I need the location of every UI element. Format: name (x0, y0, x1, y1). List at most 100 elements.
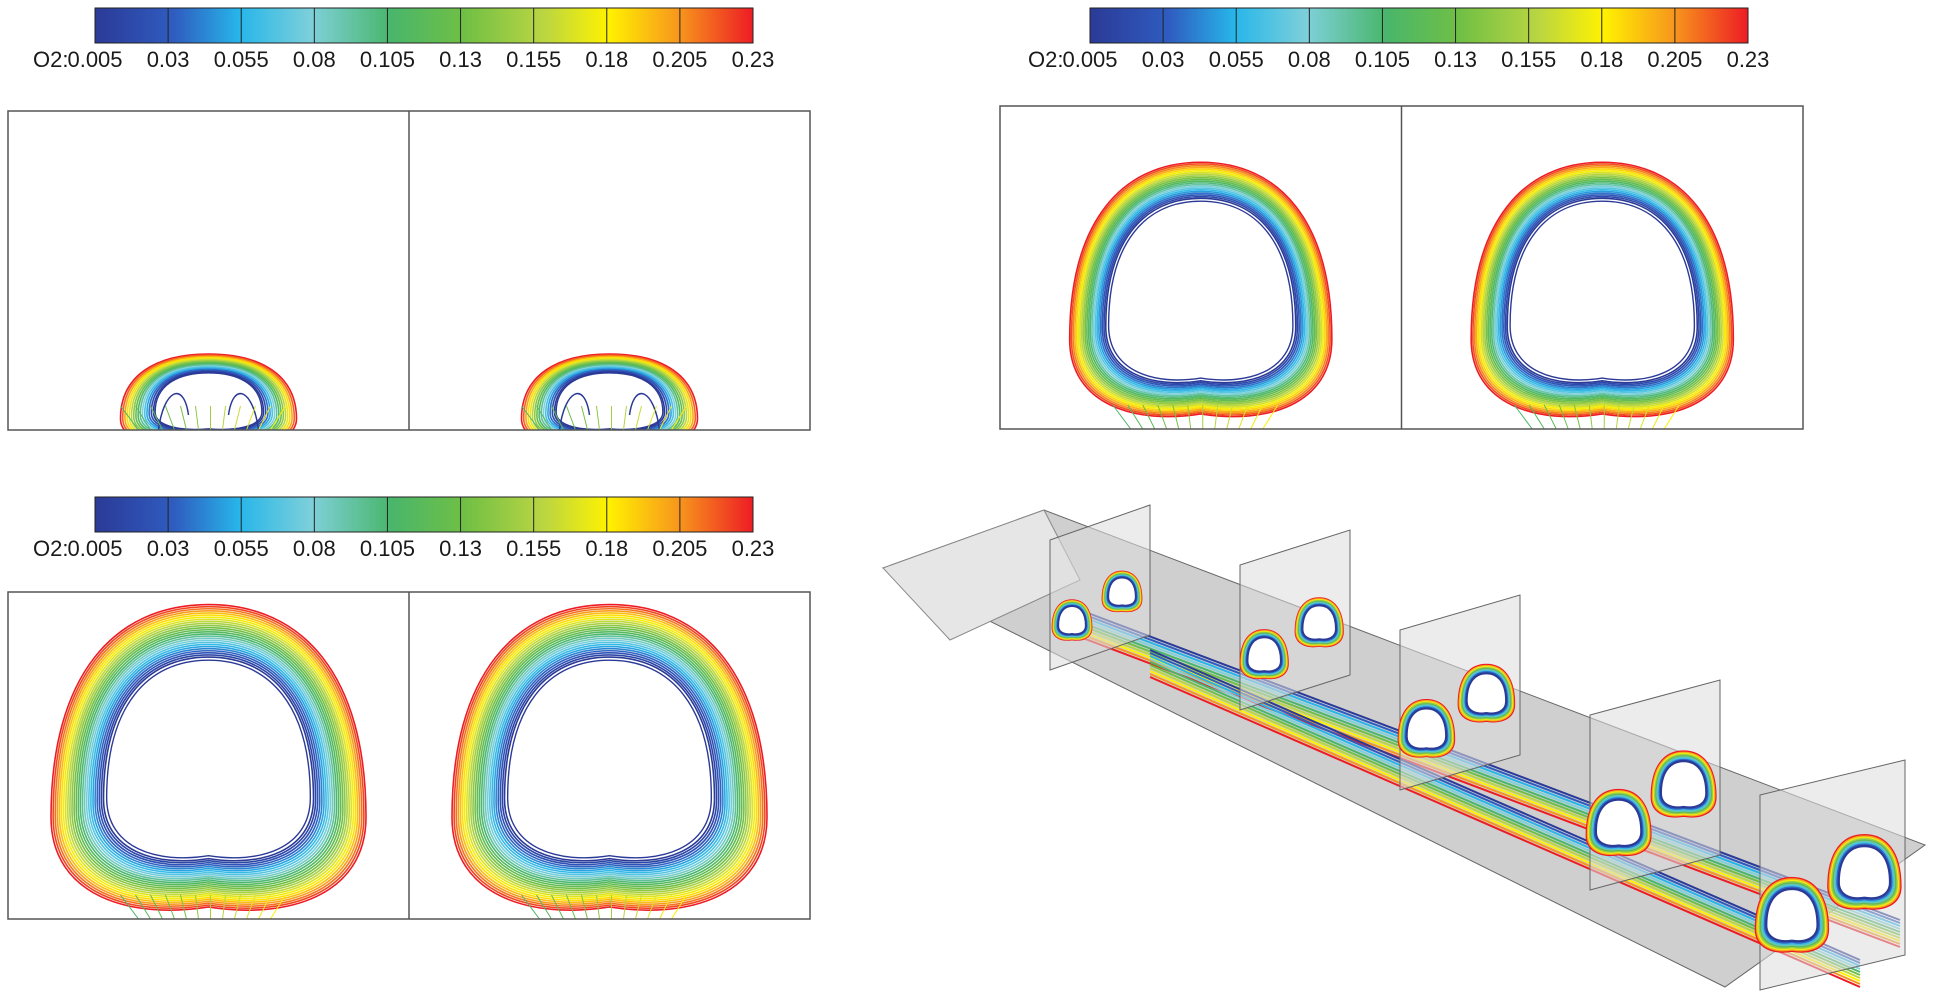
wake-band (1149, 649, 1861, 961)
contour-line (531, 359, 688, 430)
contour-line (647, 405, 657, 430)
contour-line (1650, 750, 1717, 818)
contour-line (1477, 168, 1728, 411)
contour-line (1489, 180, 1716, 400)
inner-contour (558, 392, 591, 430)
contour-line (461, 614, 758, 901)
colorbar-tick-label: 0.005 (67, 47, 122, 72)
contour-line (1470, 161, 1735, 418)
vortex-core (1660, 760, 1707, 808)
contour-line (1589, 792, 1649, 853)
contour-line (150, 894, 163, 919)
contour-line (137, 362, 280, 430)
contour-line (1503, 194, 1702, 387)
contour-line (503, 656, 716, 862)
contour-line (521, 894, 540, 919)
contour-line (132, 360, 285, 430)
contour-line (482, 635, 737, 882)
vortex-core (1057, 605, 1087, 635)
contour-line (270, 894, 286, 919)
contour-line (1094, 187, 1307, 394)
contour-line (1082, 175, 1319, 405)
colorbar-tick-label: 0.155 (1501, 47, 1556, 72)
wake-band (1149, 661, 1861, 973)
contour-line (124, 355, 293, 430)
contour-line (480, 633, 739, 884)
contour-line (1827, 833, 1902, 910)
vortex-right (451, 603, 768, 919)
contour-line (1591, 794, 1646, 851)
contour-line (540, 363, 679, 430)
contour-line (1068, 161, 1333, 418)
vortex-core (154, 372, 263, 430)
contour-line (71, 624, 346, 892)
colorbar-tick-label: 0.03 (147, 536, 190, 561)
contour-line (1834, 842, 1894, 902)
colorbar-label: O2: (1028, 47, 1063, 72)
colorbar-label: O2: (33, 47, 68, 72)
contour-line (1238, 404, 1249, 429)
contour-line (1499, 190, 1705, 390)
contour-line (1504, 195, 1700, 386)
contour-line (1400, 702, 1453, 755)
contour-line (1497, 188, 1707, 392)
contour-line (1480, 171, 1724, 408)
contour-line (1404, 706, 1449, 751)
contour-line (135, 361, 282, 430)
contour-line (1587, 791, 1650, 854)
contour-line (1142, 404, 1156, 429)
contour-line (1658, 758, 1709, 810)
contour-line (596, 405, 600, 430)
colorbar-tick-label: 0.205 (652, 47, 707, 72)
contour-line (146, 367, 271, 430)
contour-line (493, 645, 726, 872)
colorbar-tick-label: 0.105 (360, 47, 415, 72)
contour-line (491, 643, 728, 874)
contour-line (69, 622, 348, 894)
vortex-core (1765, 888, 1818, 942)
contour-line (1127, 404, 1144, 429)
contour-panel-bottom-left (7, 591, 811, 920)
contour-line (1828, 835, 1901, 909)
contour-line (1586, 790, 1651, 855)
contour-line (1482, 173, 1723, 407)
contour-line (542, 365, 677, 430)
contour-line (120, 405, 139, 430)
contour-line (100, 654, 317, 864)
colorbar-tick-label: 0.205 (1647, 47, 1702, 72)
contour-line (139, 363, 278, 430)
contour-line (1593, 797, 1644, 849)
contour-line (455, 607, 764, 907)
contour-line (549, 368, 670, 430)
contour-line (1092, 185, 1309, 395)
contour-line (470, 622, 749, 894)
colorbar-top-right: O2: 0.005 0.03 0.055 0.08 0.105 0.13 0.155 0.18 0… (1028, 7, 1769, 72)
colorbar-tick-label: 0.105 (360, 536, 415, 561)
contour-line (1494, 185, 1711, 395)
contour-line (54, 607, 363, 907)
colorbar-gradient (94, 496, 754, 533)
contour-line (659, 894, 672, 919)
contour-line (623, 405, 627, 430)
contour-line (1461, 667, 1512, 719)
contour-line (1763, 886, 1821, 944)
contour-line (81, 635, 336, 882)
colorbar-tick-label: 0.155 (506, 536, 561, 561)
contour-line (647, 894, 657, 919)
contour-line (85, 639, 332, 878)
contour-line (1472, 163, 1733, 416)
contour-line (1506, 197, 1699, 384)
contour-line (52, 605, 365, 909)
contour-line (1459, 665, 1514, 721)
contour-line (1656, 756, 1711, 812)
contour-line (1101, 194, 1300, 387)
contour-line (1075, 168, 1326, 411)
contour-line (1485, 176, 1719, 403)
contour-line (522, 354, 697, 430)
contour-line (1654, 754, 1714, 815)
contour-line (566, 405, 576, 430)
contour-line (87, 641, 330, 876)
contour-line (58, 612, 359, 903)
contour-line (463, 616, 756, 899)
contour-line (457, 610, 762, 905)
